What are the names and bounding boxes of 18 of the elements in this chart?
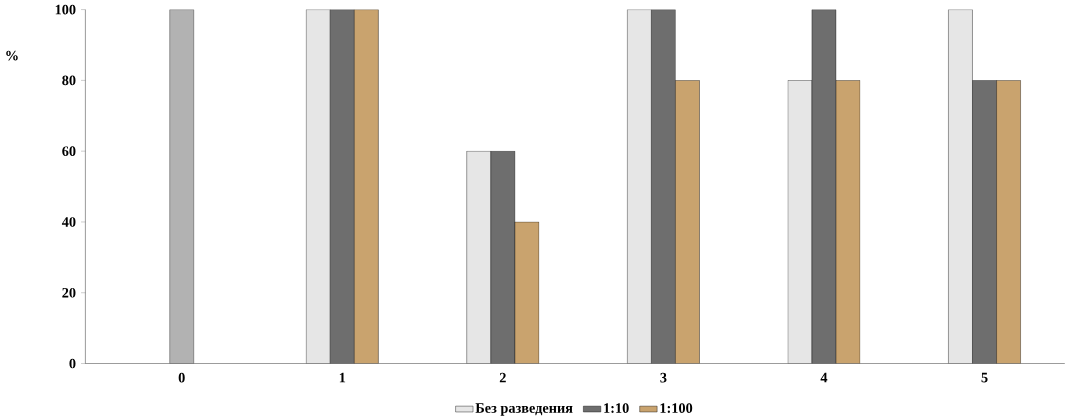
x-tick-label: 5 [981, 372, 988, 383]
x-tick-label: 1 [339, 372, 346, 383]
y-tick-label: 60 [62, 146, 76, 157]
x-tick-label: 2 [499, 372, 506, 383]
bar [305, 9, 331, 364]
y-axis-title: % [6, 50, 18, 61]
x-tick-label: 3 [660, 372, 667, 383]
y-tick-label: 80 [62, 75, 76, 86]
y-tick-label: 0 [69, 358, 76, 369]
x-tick-label: 0 [178, 372, 185, 383]
y-tick-label: 40 [61, 217, 76, 227]
bar [354, 9, 379, 364]
legend-label: 1:10 [604, 403, 629, 413]
y-tick-label: 100 [55, 4, 76, 15]
y-tick-label: 20 [62, 287, 76, 298]
x-tick-label: 4 [820, 372, 828, 383]
legend-label: 1:100 [660, 403, 693, 413]
legend-label: Без разведения [475, 403, 573, 416]
